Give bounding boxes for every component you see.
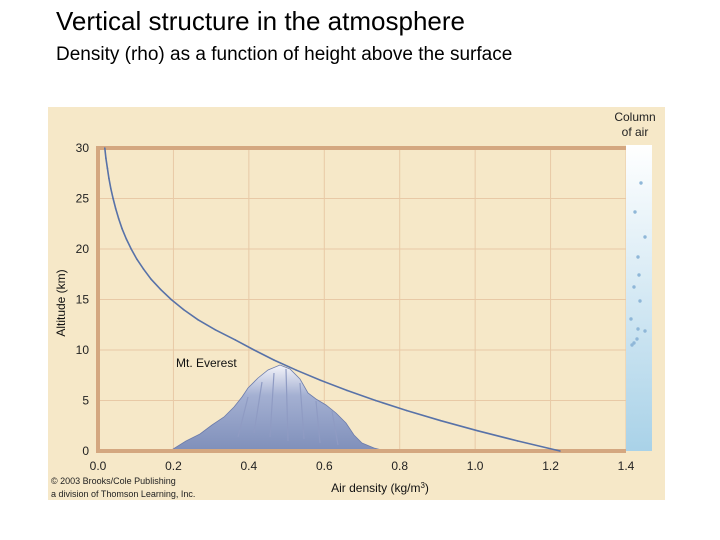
density-point bbox=[125, 238, 128, 240]
mountain-ridge bbox=[299, 382, 305, 440]
density-point bbox=[406, 409, 408, 412]
density-figure: Mt. Everest Column of air 0.0 0.2 0.4 0.6 0.… bbox=[48, 107, 665, 500]
x-axis-title: Air density (kg/m3) bbox=[331, 481, 429, 496]
air-molecule bbox=[635, 337, 639, 341]
y-tick-label: 5 bbox=[82, 394, 89, 408]
x-tick-label: 1.0 bbox=[467, 459, 484, 473]
series-layer bbox=[103, 147, 561, 452]
air-molecule bbox=[632, 285, 636, 289]
slide-subtitle: Density (rho) as a function of height ab… bbox=[56, 44, 513, 65]
air-molecule bbox=[637, 273, 641, 277]
x-tick-label: 0.0 bbox=[90, 459, 107, 473]
copyright-line2: a division of Thomson Learning, Inc. bbox=[51, 489, 195, 499]
mountain-label: Mt. Everest bbox=[176, 356, 237, 370]
mt-everest-mountain: Mt. Everest bbox=[168, 356, 387, 452]
y-axis-title: Altitude (km) bbox=[54, 269, 68, 336]
density-point bbox=[150, 278, 152, 281]
y-tick-label: 20 bbox=[76, 242, 90, 256]
density-point bbox=[516, 440, 519, 442]
x-tick-label: 0.8 bbox=[391, 459, 408, 473]
air-molecule bbox=[643, 329, 647, 333]
density-point bbox=[142, 268, 145, 270]
air-molecules bbox=[629, 181, 647, 347]
air-column: Column of air bbox=[614, 110, 656, 451]
air-molecule bbox=[629, 317, 633, 321]
density-point bbox=[117, 217, 120, 220]
density-point bbox=[105, 157, 107, 159]
air-molecule bbox=[638, 299, 642, 303]
density-point bbox=[374, 399, 377, 402]
mountain-ridge bbox=[315, 400, 321, 444]
density-point bbox=[121, 228, 123, 230]
tick-labels: 0.0 0.2 0.4 0.6 0.8 1.0 1.2 1.4 0 5 10 15 20 25 30 bbox=[76, 141, 635, 473]
density-point bbox=[110, 187, 112, 190]
mountain-ridge bbox=[237, 396, 249, 438]
air-molecule bbox=[630, 343, 634, 347]
density-point bbox=[130, 248, 132, 250]
density-point bbox=[295, 369, 298, 372]
density-chart: Mt. Everest Column of air 0.0 0.2 0.4 0.6 0.… bbox=[51, 110, 656, 499]
air-column-bar bbox=[626, 145, 652, 451]
x-tick-label: 1.2 bbox=[542, 459, 559, 473]
mountain-ridge bbox=[285, 368, 289, 442]
density-point bbox=[346, 389, 348, 392]
density-point bbox=[253, 349, 255, 351]
grid bbox=[97, 147, 627, 452]
y-tick-label: 30 bbox=[76, 141, 90, 155]
x-tick-label: 1.4 bbox=[618, 459, 635, 473]
x-tick-label: 0.4 bbox=[241, 459, 258, 473]
y-tick-label: 25 bbox=[76, 192, 90, 206]
y-tick-label: 15 bbox=[76, 293, 90, 307]
y-tick-label: 0 bbox=[82, 444, 89, 458]
air-molecule bbox=[636, 255, 640, 259]
density-point bbox=[234, 339, 237, 341]
density-point bbox=[108, 177, 110, 180]
mountain-silhouette bbox=[168, 364, 387, 452]
air-molecule bbox=[643, 235, 647, 239]
x-tick-label: 0.6 bbox=[316, 459, 333, 473]
density-point bbox=[103, 147, 106, 149]
copyright-line1: © 2003 Brooks/Cole Publishing bbox=[51, 476, 176, 486]
air-molecule bbox=[639, 181, 643, 185]
air-molecule bbox=[633, 210, 637, 214]
density-point bbox=[112, 197, 114, 200]
density-point bbox=[197, 318, 199, 321]
mountain-ridge bbox=[269, 372, 275, 438]
y-tick-label: 10 bbox=[76, 343, 90, 357]
density-point bbox=[136, 258, 138, 260]
density-point bbox=[476, 430, 479, 432]
slide-title: Vertical structure in the atmosphere bbox=[56, 6, 465, 36]
density-point bbox=[273, 359, 275, 361]
air-molecule bbox=[636, 327, 640, 331]
density-point bbox=[106, 167, 109, 169]
density-point bbox=[182, 308, 185, 311]
density-point bbox=[170, 298, 172, 301]
mountain-ridge bbox=[331, 410, 339, 446]
x-tick-label: 0.2 bbox=[165, 459, 182, 473]
column-label-line1: Column bbox=[614, 110, 655, 124]
density-point bbox=[114, 207, 117, 210]
density-point bbox=[159, 288, 162, 291]
density-point bbox=[319, 379, 322, 382]
column-label-line2: of air bbox=[622, 125, 649, 139]
density-point bbox=[214, 329, 217, 331]
density-point bbox=[559, 450, 561, 452]
density-point bbox=[440, 419, 442, 422]
mountain-ridge bbox=[253, 381, 263, 434]
axes bbox=[96, 146, 626, 453]
